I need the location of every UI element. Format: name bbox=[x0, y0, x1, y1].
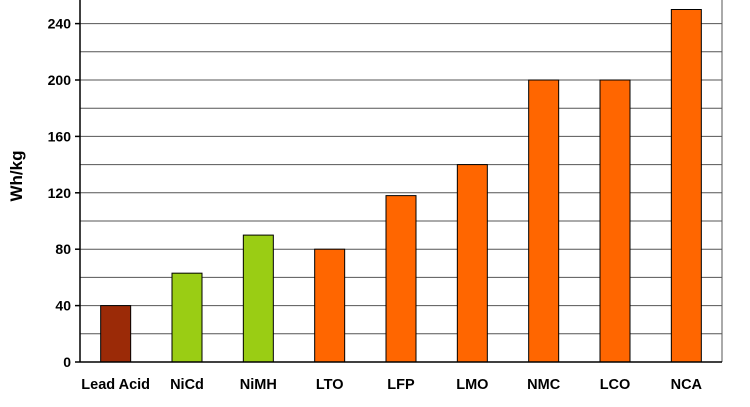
y-tick-label: 120 bbox=[48, 185, 72, 201]
bar-lto bbox=[314, 248, 346, 363]
x-tick-label: NCA bbox=[671, 377, 703, 393]
y-tick-label: 80 bbox=[55, 241, 71, 257]
bar-lco bbox=[599, 79, 631, 363]
bar-lmo bbox=[456, 164, 488, 363]
y-tick-label: 240 bbox=[48, 16, 72, 32]
bar-nmc bbox=[528, 79, 560, 363]
x-tick-label: NiCd bbox=[170, 377, 204, 393]
x-tick-label: LFP bbox=[387, 377, 415, 393]
axis-layer: Lead Acid NiCd NiMH LTO LFP LMO NMC LCO NCA 0 40 80… bbox=[48, 0, 722, 393]
y-tick-label: 0 bbox=[63, 354, 71, 370]
bar-nicd bbox=[171, 272, 203, 363]
bar-lfp bbox=[385, 195, 417, 363]
y-tick-label: 200 bbox=[48, 72, 72, 88]
bars-layer bbox=[100, 9, 702, 363]
x-tick-label: LCO bbox=[600, 377, 631, 393]
y-tick-label: 160 bbox=[48, 128, 72, 144]
x-tick-label: NiMH bbox=[240, 377, 277, 393]
x-tick-label: Lead Acid bbox=[81, 377, 150, 393]
y-tick-label: 40 bbox=[55, 298, 71, 314]
x-tick-label: LMO bbox=[456, 377, 488, 393]
bar-nimh bbox=[242, 234, 274, 363]
x-tick-label: LTO bbox=[316, 377, 344, 393]
bar-lead-acid bbox=[100, 305, 132, 363]
x-tick-label: NMC bbox=[527, 377, 561, 393]
y-axis-label: Wh/kg bbox=[7, 151, 26, 202]
bar-nca bbox=[670, 9, 702, 363]
